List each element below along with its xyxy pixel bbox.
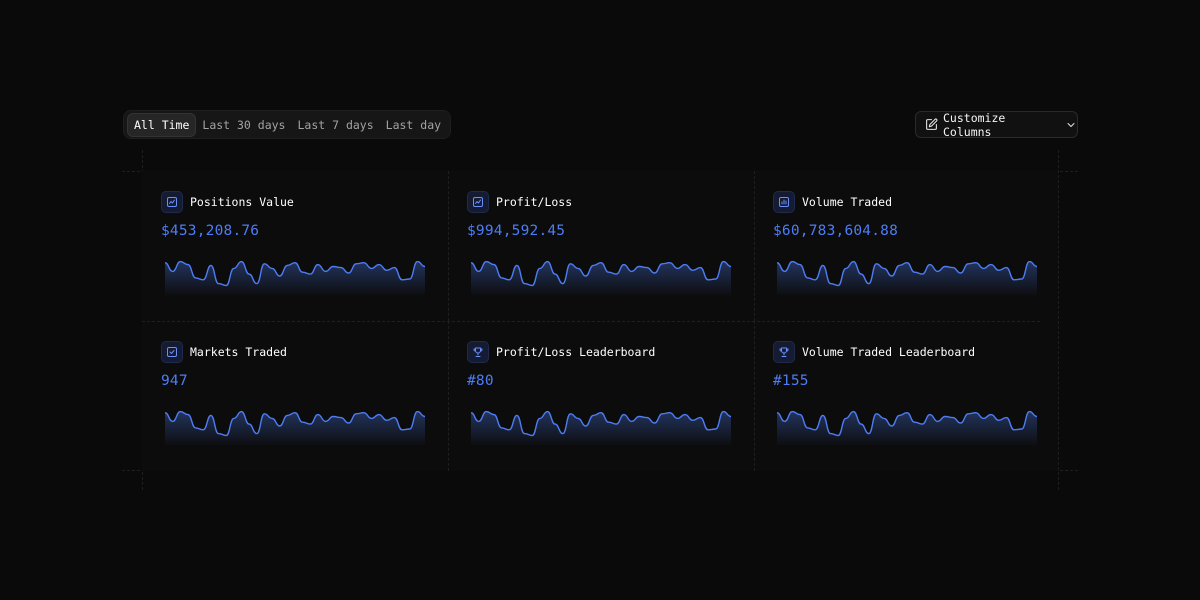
sparkline-area: [777, 261, 1037, 295]
customize-columns-button[interactable]: Customize Columns: [915, 110, 1078, 139]
edit-square-icon: [926, 118, 938, 130]
trophy-icon: [467, 341, 489, 363]
tab-last-day[interactable]: Last day: [385, 117, 442, 132]
sparkline-line: [165, 410, 425, 437]
sparkline-line: [777, 410, 1037, 437]
sparkline-chart: [777, 260, 1037, 295]
trend-chart-icon: [467, 191, 489, 213]
sparkline-line: [471, 260, 731, 287]
guide-line-right: [1058, 150, 1059, 490]
sparkline-line: [777, 260, 1037, 287]
card-value: $60,783,604.88: [773, 223, 899, 239]
customize-columns-label: Customize Columns: [943, 110, 1006, 139]
card-title: Profit/Loss: [496, 195, 573, 209]
card-title: Volume Traded Leaderboard: [802, 345, 976, 359]
card-value: 947: [161, 373, 188, 389]
trend-chart-icon: [161, 191, 183, 213]
stats-panel: Positions Value $453,208.76 Profit/Loss …: [142, 171, 1058, 471]
sparkline-chart: [471, 260, 731, 295]
sparkline-line: [471, 410, 731, 437]
card-title: Positions Value: [190, 195, 294, 209]
tab-last-30-days[interactable]: Last 30 days: [202, 117, 286, 132]
card-title: Volume Traded: [802, 195, 893, 209]
sparkline-area: [165, 411, 425, 445]
trophy-icon: [773, 341, 795, 363]
stat-card-markets-traded: Markets Traded 947: [142, 321, 449, 471]
time-range-tabs: All Time Last 30 days Last 7 days Last d…: [123, 110, 452, 139]
stat-card-profit-loss: Profit/Loss $994,592.45: [448, 171, 755, 321]
card-value: #80: [467, 373, 494, 389]
stat-card-positions-value: Positions Value $453,208.76: [142, 171, 449, 321]
sparkline-area: [777, 411, 1037, 445]
card-value: #155: [773, 373, 809, 389]
bar-chart-icon: [773, 191, 795, 213]
stat-card-volume-traded: Volume Traded $60,783,604.88: [754, 171, 1060, 321]
tab-all-time[interactable]: All Time: [127, 112, 197, 137]
sparkline-area: [165, 261, 425, 295]
card-value: $994,592.45: [467, 223, 566, 239]
stat-card-volume-traded-leaderboard: Volume Traded Leaderboard #155: [754, 321, 1060, 471]
sparkline-line: [165, 260, 425, 287]
chevron-down-icon: [1067, 122, 1075, 127]
sparkline-area: [471, 261, 731, 295]
sparkline-chart: [471, 410, 731, 445]
card-value: $453,208.76: [161, 223, 260, 239]
sparkline-chart: [777, 410, 1037, 445]
sparkline-chart: [165, 260, 425, 295]
sparkline-chart: [165, 410, 425, 445]
card-title: Markets Traded: [190, 345, 287, 359]
check-square-icon: [161, 341, 183, 363]
sparkline-area: [471, 411, 731, 445]
stat-card-profit-loss-leaderboard: Profit/Loss Leaderboard #80: [448, 321, 755, 471]
row-divider: [142, 321, 1040, 322]
card-title: Profit/Loss Leaderboard: [496, 345, 656, 359]
tab-last-7-days[interactable]: Last 7 days: [297, 117, 374, 132]
